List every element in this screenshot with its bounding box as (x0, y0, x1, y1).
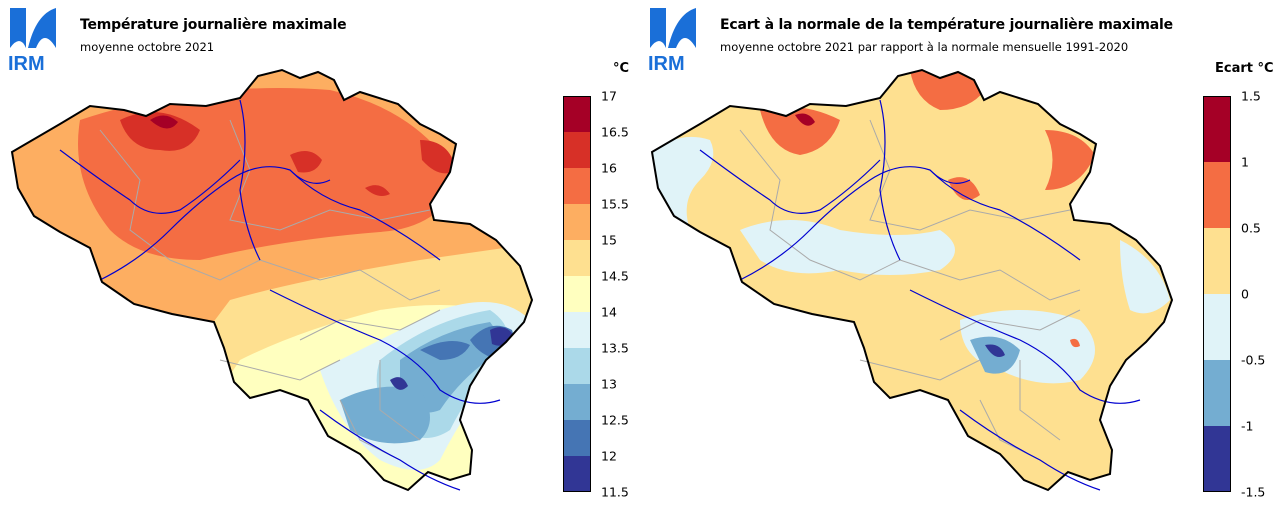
legend-swatch (1203, 162, 1231, 228)
legend-swatch (563, 204, 591, 240)
legend-tick-label: 15 (601, 232, 617, 248)
legend-swatch (1203, 294, 1231, 360)
legend-swatch (1203, 426, 1231, 492)
legend-swatch (563, 348, 591, 384)
belgium-anomaly-map (650, 68, 1174, 492)
irm-logo-text: IRM (648, 53, 685, 74)
legend-tick-label: 1.5 (1241, 88, 1261, 104)
belgium-border (10, 68, 534, 492)
belgium-temperature-map (10, 68, 534, 492)
legend-tick-label: 12 (601, 448, 617, 464)
legend-tick-label: 12.5 (601, 412, 629, 428)
legend-unit: °C (613, 61, 630, 76)
legend-tick-label: 14 (601, 304, 617, 320)
left-map-panel: IRM Température journalière maximale moy… (8, 8, 630, 500)
irm-logo-text: IRM (8, 53, 45, 74)
legend-swatch (563, 168, 591, 204)
legend-tick-label: 1 (1241, 154, 1249, 170)
irm-logo: IRM (648, 8, 696, 74)
legend-swatch (563, 276, 591, 312)
right-map-panel: IRM Ecart à la normale de la température… (640, 0, 1280, 507)
legend-tick-label: -1 (1241, 418, 1254, 434)
legend-tick-label: 16 (601, 160, 617, 176)
map-subtitle: moyenne octobre 2021 par rapport à la no… (720, 40, 1129, 54)
belgium-border (650, 68, 1174, 492)
legend-swatch (563, 240, 591, 276)
legend-tick-label: 13 (601, 376, 617, 392)
map-title: Température journalière maximale (80, 17, 347, 33)
legend-tick-label: 16.5 (601, 124, 629, 140)
map-subtitle: moyenne octobre 2021 (80, 40, 215, 54)
legend-unit: Ecart °C (1215, 61, 1274, 76)
legend-tick-label: 17 (601, 88, 617, 104)
legend-tick-label: 0 (1241, 286, 1249, 302)
legend-tick-label: 15.5 (601, 196, 629, 212)
legend-swatch (1203, 360, 1231, 426)
map-title: Ecart à la normale de la température jou… (720, 17, 1173, 33)
legend-tick-label: -0.5 (1241, 352, 1266, 368)
irm-logo: IRM (8, 8, 56, 74)
legend-swatch (1203, 96, 1231, 162)
legend-swatch (563, 132, 591, 168)
legend-swatch (563, 312, 591, 348)
legend-swatch (563, 384, 591, 420)
legend-swatch (1203, 228, 1231, 294)
legend-tick-label: 0.5 (1241, 220, 1261, 236)
legend-tick-label: 11.5 (601, 484, 629, 500)
legend-swatch (563, 96, 591, 132)
legend-tick-label: 14.5 (601, 268, 629, 284)
legend-swatch (563, 420, 591, 456)
legend-tick-label: -1.5 (1241, 484, 1266, 500)
legend-tick-label: 13.5 (601, 340, 629, 356)
legend-swatch (563, 456, 591, 492)
